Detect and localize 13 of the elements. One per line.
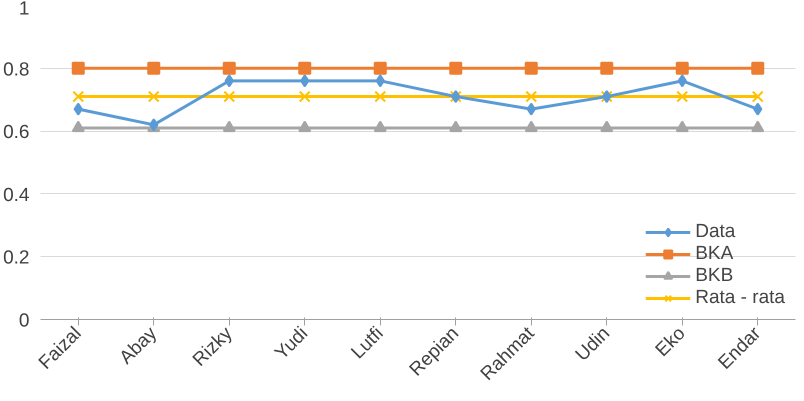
y-tick-label: 0.2 (3, 248, 30, 269)
y-tick-label: 0.6 (3, 122, 30, 144)
y-tick-label: 1 (18, 0, 30, 20)
x-tick-label: Udin (572, 323, 614, 366)
legend-label: Data (695, 221, 736, 243)
legend-label: BKB (695, 265, 734, 287)
legend-label: Rata - rata (695, 287, 785, 309)
legend-label: BKA (695, 243, 734, 265)
y-tick-label: 0.4 (3, 184, 30, 206)
x-tick-label: Yudi (271, 323, 312, 364)
y-tick-label: 0 (18, 310, 30, 332)
y-tick-label: 0.8 (3, 59, 30, 80)
x-tick-label: Eko (652, 323, 690, 362)
